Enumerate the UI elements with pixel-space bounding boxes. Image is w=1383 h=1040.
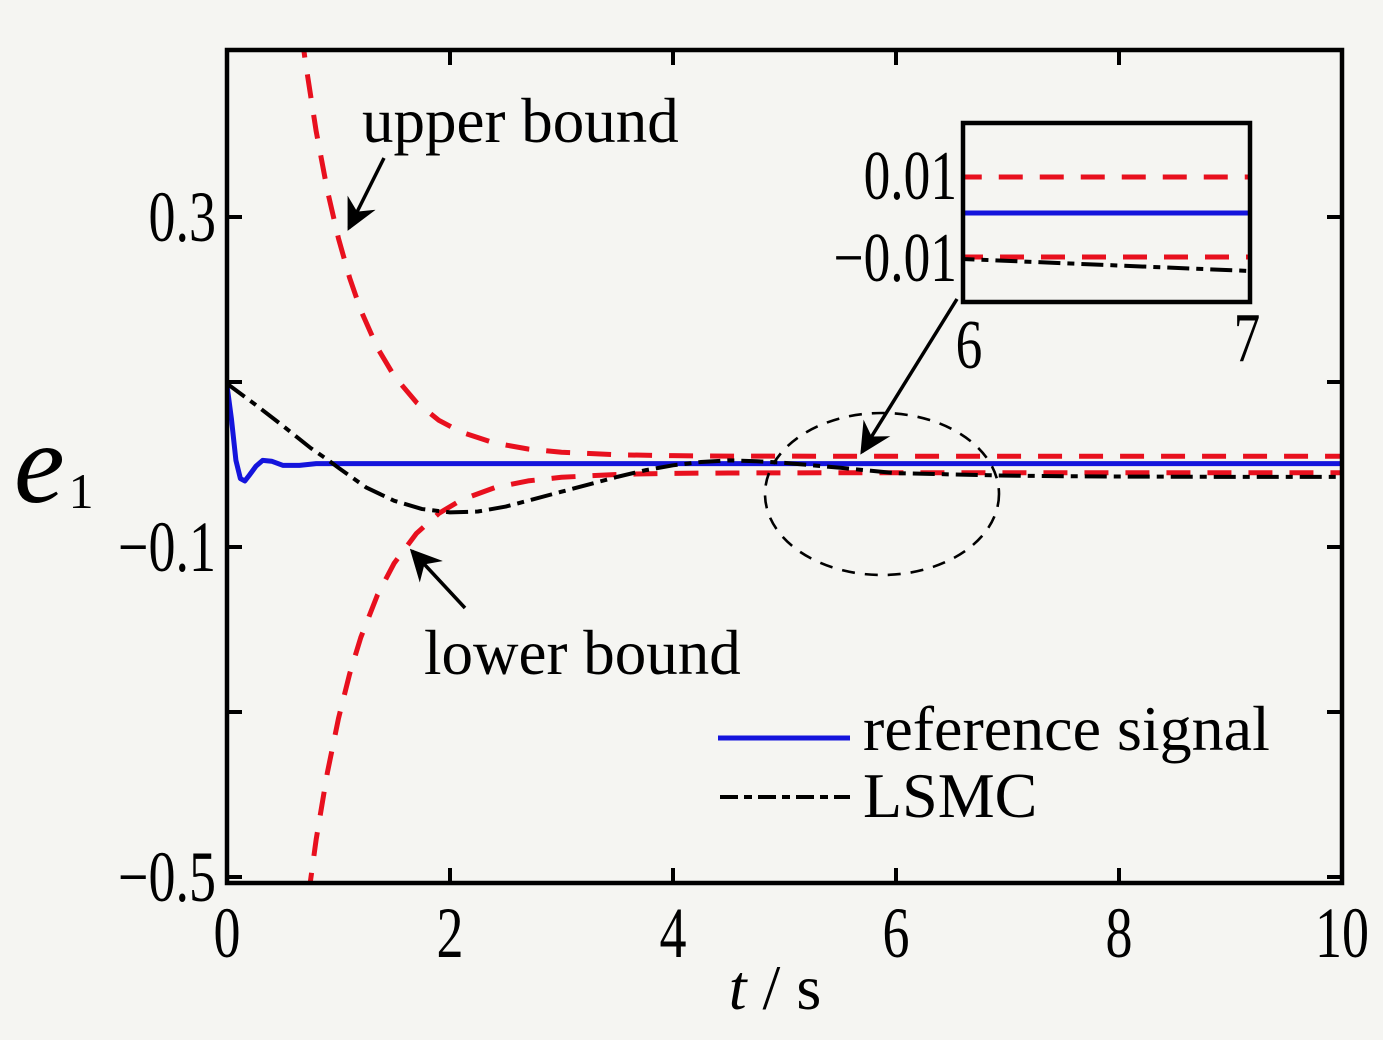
y-tick-label--0.1: −0.1 (118, 507, 216, 587)
x-tick-label-2: 2 (436, 893, 464, 973)
x-tick-label-10: 10 (1315, 893, 1369, 973)
x-axis-label-separator: / (746, 952, 797, 1023)
x-axis-label-unit: s (796, 952, 822, 1023)
series-lower-bound (307, 470, 1340, 881)
y-tick-label-0.3: 0.3 (148, 177, 217, 257)
inset-series-upper-bound (965, 174, 1248, 180)
y-axis-label-var: e (14, 400, 65, 527)
x-tick-label-8: 8 (1105, 893, 1133, 973)
series-upper-bound (301, 52, 1340, 459)
x-axis-label: t / s (675, 953, 875, 1023)
legend-label-lsmc: LSMC (863, 760, 1038, 831)
y-axis-label: e1 (14, 407, 94, 548)
inset-frame (960, 120, 1253, 305)
x-tick-label-6: 6 (882, 893, 910, 973)
inset-series-reference-signal (965, 210, 1248, 216)
x-axis-label-var: t (728, 952, 747, 1023)
x-tick-label-0: 0 (213, 893, 241, 973)
inset-x-tick-label-6: 6 (955, 305, 983, 384)
plot-frame (224, 47, 1345, 886)
upper-bound-arrow (347, 157, 386, 231)
y-tick-label--0.5: −0.5 (118, 837, 216, 917)
series-lsmc (229, 382, 1340, 515)
inset-series-lsmc (965, 257, 1248, 273)
upper-bound-label: upper bound (362, 86, 679, 156)
series-reference-signal (229, 384, 1340, 484)
inset-pointer-arrow (860, 298, 959, 455)
lower-bound-label: lower bound (424, 618, 741, 688)
y-axis-label-subscript: 1 (68, 463, 94, 519)
inset-x-tick-label-7: 7 (1233, 298, 1261, 377)
inset-y-tick-label-0.01: 0.01 (863, 136, 957, 215)
x-tick-label-4: 4 (659, 893, 687, 973)
main-plot-series (229, 52, 1340, 881)
legend-label-reference-signal: reference signal (863, 693, 1270, 764)
zoom-region-ellipse (763, 411, 1001, 577)
inset-y-tick-label--0.01: −0.01 (833, 218, 957, 297)
lower-bound-arrow (409, 548, 467, 610)
